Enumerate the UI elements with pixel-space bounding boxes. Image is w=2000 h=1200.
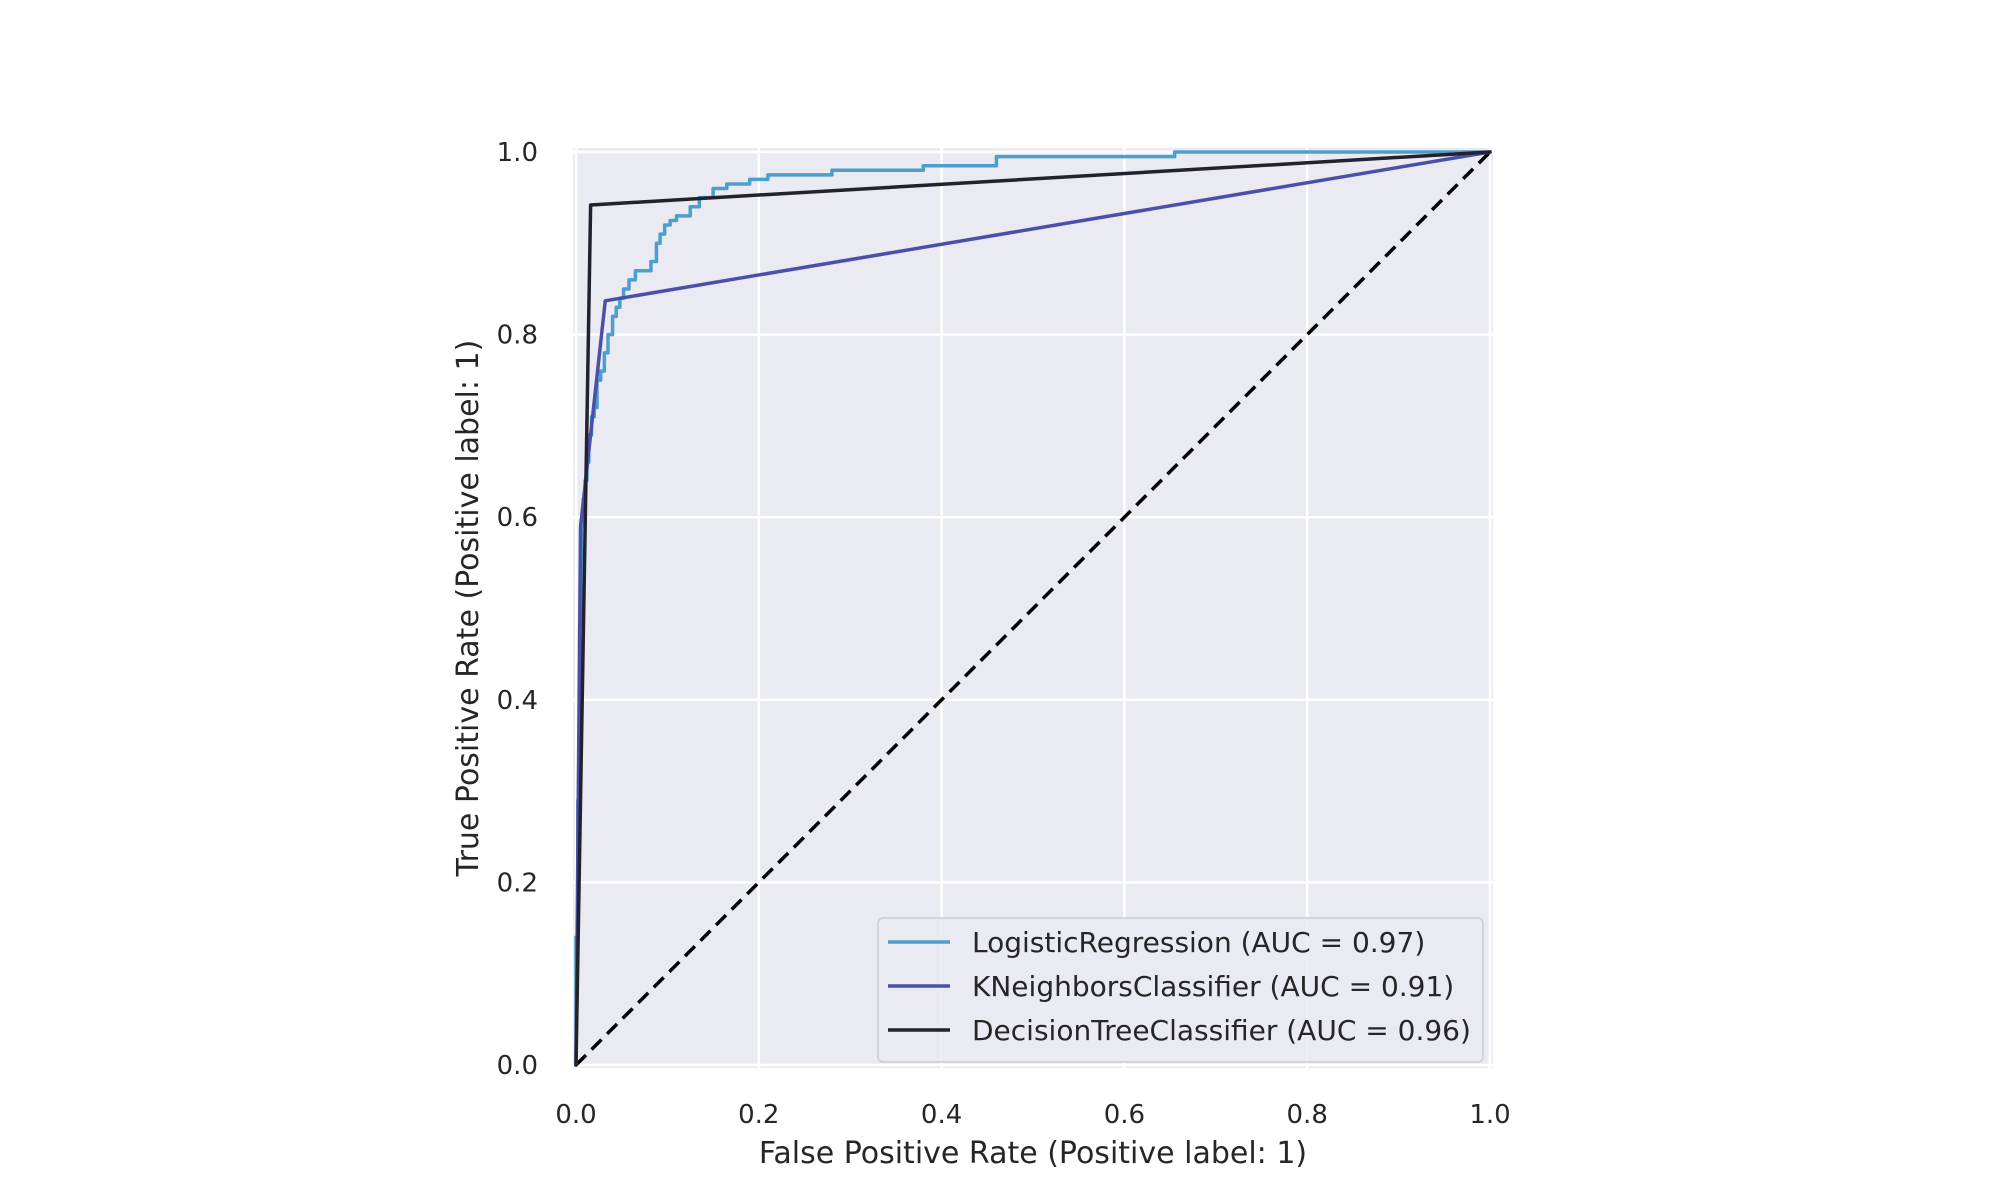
y-tick-label-3: 0.6 <box>497 503 538 533</box>
y-axis-label: True Positive Rate (Positive label: 1) <box>451 340 486 878</box>
y-tick-label-2: 0.4 <box>497 686 538 716</box>
x-tick-label-5: 1.0 <box>1469 1100 1510 1130</box>
chance-line <box>574 150 1492 1067</box>
legend-label-logistic-regression: LogisticRegression (AUC = 0.97) <box>972 926 1425 959</box>
y-tick-label-0: 0.0 <box>497 1051 538 1081</box>
x-tick-label-3: 0.6 <box>1104 1100 1145 1130</box>
grid <box>573 148 1493 1068</box>
y-tick-labels: 0.0 0.2 0.4 0.6 0.8 1.0 <box>497 138 538 1081</box>
series-line-decision-tree <box>574 150 1492 1067</box>
legend-box <box>877 917 1484 1063</box>
y-tick-label-1: 0.2 <box>497 868 538 898</box>
y-tick-label-4: 0.8 <box>497 321 538 351</box>
x-tick-label-4: 0.8 <box>1287 1100 1328 1130</box>
legend-label-kneighbors: KNeighborsClassifier (AUC = 0.91) <box>972 970 1454 1003</box>
legend-label-decision-tree: DecisionTreeClassifier (AUC = 0.96) <box>972 1014 1471 1047</box>
y-tick-label-5: 1.0 <box>497 138 538 168</box>
x-axis-label: False Positive Rate (Positive label: 1) <box>759 1136 1307 1171</box>
legend: LogisticRegression (AUC = 0.97) KNeighbo… <box>877 917 1484 1063</box>
x-tick-label-1: 0.2 <box>738 1100 779 1130</box>
x-tick-label-2: 0.4 <box>921 1100 962 1130</box>
series-layer <box>574 150 1492 1067</box>
series-line-kneighbors <box>574 150 1492 1067</box>
x-tick-label-0: 0.0 <box>555 1100 596 1130</box>
x-tick-labels: 0.0 0.2 0.4 0.6 0.8 1.0 <box>555 1100 1510 1130</box>
chance-line-group <box>574 150 1492 1067</box>
